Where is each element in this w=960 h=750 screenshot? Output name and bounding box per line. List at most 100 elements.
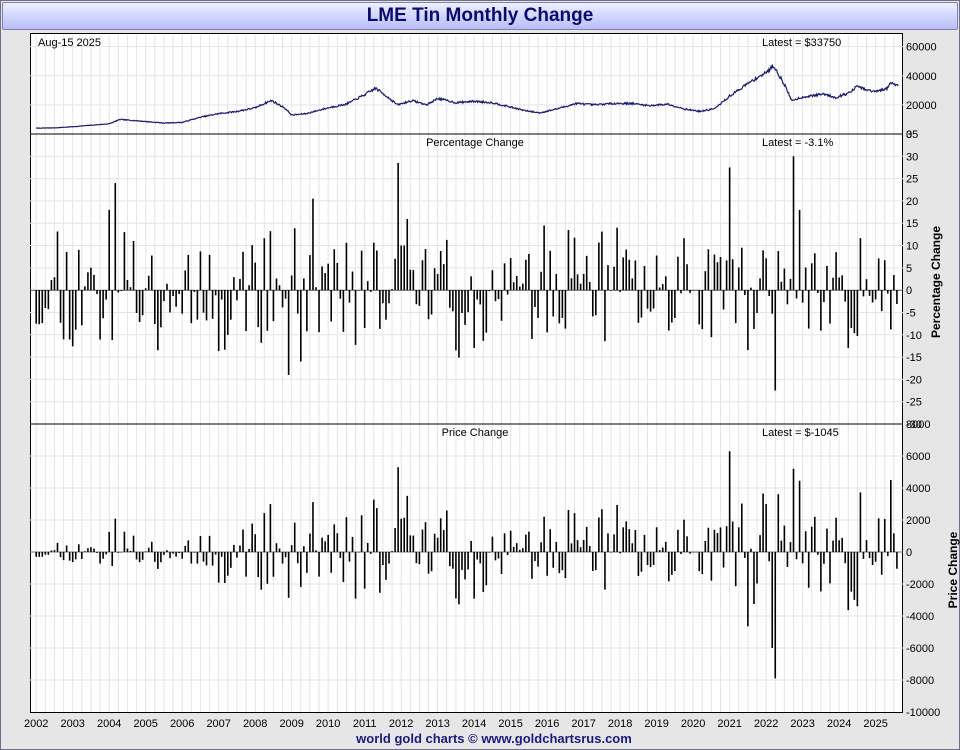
percentage-bar <box>716 262 719 291</box>
price-change-bar <box>324 541 326 552</box>
percentage-bar <box>701 290 704 330</box>
percentage-panel-title: Percentage Change <box>426 137 524 149</box>
percentage-bar <box>260 290 263 343</box>
percentage-bar <box>62 290 65 340</box>
x-tick-label: 2017 <box>571 718 595 730</box>
price-change-bar <box>427 552 430 574</box>
percentage-bar <box>704 271 707 291</box>
percentage-bar <box>239 278 241 291</box>
percentage-bar <box>473 290 475 348</box>
price-change-bar <box>452 552 454 569</box>
percentage-bar <box>300 290 302 362</box>
percentage-bar <box>479 290 482 305</box>
percentage-bar <box>640 290 643 318</box>
price-change-bar <box>251 523 253 552</box>
price-change-latest-label: Latest = $-1045 <box>762 427 839 439</box>
price-change-bar <box>719 527 722 552</box>
price-change-bar <box>272 552 275 577</box>
price-change-bar <box>479 552 482 564</box>
percentage-bar <box>324 273 326 291</box>
price-change-bar <box>409 535 412 552</box>
price-change-bar <box>813 516 816 552</box>
price-change-bar <box>865 540 868 552</box>
percentage-bar <box>391 289 393 291</box>
price-change-bar <box>716 533 719 552</box>
percentage-bar <box>467 290 469 313</box>
price-change-bar <box>780 540 783 552</box>
price-change-bar <box>631 543 634 552</box>
percentage-bar <box>245 290 247 332</box>
percentage-bar <box>753 290 755 330</box>
percentage-bar <box>674 290 676 319</box>
price-change-bar <box>108 531 110 552</box>
percentage-bar <box>531 290 533 339</box>
percentage-bar <box>449 290 451 308</box>
x-tick-label: 2015 <box>498 718 522 730</box>
price-change-bar <box>582 539 585 552</box>
percentage-bar <box>874 290 877 300</box>
price-change-bar <box>704 541 707 552</box>
percentage-bar <box>163 290 165 301</box>
percentage-bar <box>759 278 761 291</box>
percentage-bar <box>269 231 272 291</box>
percentage-bar <box>169 290 171 313</box>
price-change-bar <box>850 552 853 592</box>
price-change-bar <box>217 552 220 583</box>
percentage-bar <box>330 290 333 322</box>
price-change-bar <box>598 517 600 552</box>
percentage-bar <box>293 228 296 291</box>
price-change-bar <box>616 504 618 552</box>
percentage-bar <box>38 290 41 325</box>
price-change-bar <box>458 552 460 605</box>
percentage-bar <box>111 290 114 341</box>
price-change-bar <box>540 542 542 552</box>
percentage-bar <box>354 290 357 345</box>
price-change-bar <box>576 540 579 552</box>
price-change-bar <box>549 529 551 552</box>
price-change-bar <box>132 535 135 552</box>
price-change-bar <box>604 552 606 590</box>
percentage-bar <box>160 290 162 328</box>
x-tick-label: 2003 <box>60 718 84 730</box>
price-change-bar <box>649 552 652 568</box>
percentage-bar <box>494 290 497 302</box>
percentage-bar <box>747 290 749 351</box>
price-change-bar <box>804 531 807 552</box>
percentage-bar <box>579 283 582 291</box>
price-change-bar <box>628 529 631 552</box>
percentage-bar <box>762 250 764 291</box>
percentage-bar <box>546 290 548 333</box>
percentage-bar <box>50 280 53 291</box>
percentage-bar <box>44 290 47 308</box>
price-change-bar <box>369 552 372 554</box>
x-tick-label: 2024 <box>827 718 851 730</box>
percentage-bar <box>780 281 783 291</box>
percentage-bar <box>254 262 256 291</box>
percentage-bar <box>306 290 308 332</box>
percentage-bar <box>424 249 427 291</box>
percentage-bar <box>850 290 853 328</box>
percentage-bar <box>309 255 311 291</box>
price-change-bar <box>41 552 44 557</box>
footer-credit: world gold charts © www.goldchartsrus.co… <box>356 731 632 746</box>
price-change-bar <box>476 552 479 560</box>
percentage-bar <box>71 290 74 347</box>
price-change-bar <box>734 552 737 587</box>
price-change-bar <box>497 552 500 559</box>
price-change-bar <box>713 529 716 552</box>
y-tick-label: 8000 <box>906 419 930 431</box>
price-change-bar <box>157 552 159 569</box>
price-change-bar <box>379 552 381 593</box>
price-change-bar <box>388 552 390 564</box>
percentage-bar <box>543 225 545 291</box>
price-change-bar <box>184 545 187 552</box>
percentage-bar <box>646 290 649 309</box>
price-change-bar <box>710 552 713 581</box>
x-tick-label: 2016 <box>535 718 559 730</box>
price-change-bar <box>741 503 743 552</box>
percentage-bar <box>227 290 229 335</box>
price-change-bar <box>327 534 329 552</box>
price-change-bar <box>488 552 491 553</box>
percentage-bar <box>737 267 740 291</box>
y-tick-label: 5 <box>906 263 912 275</box>
